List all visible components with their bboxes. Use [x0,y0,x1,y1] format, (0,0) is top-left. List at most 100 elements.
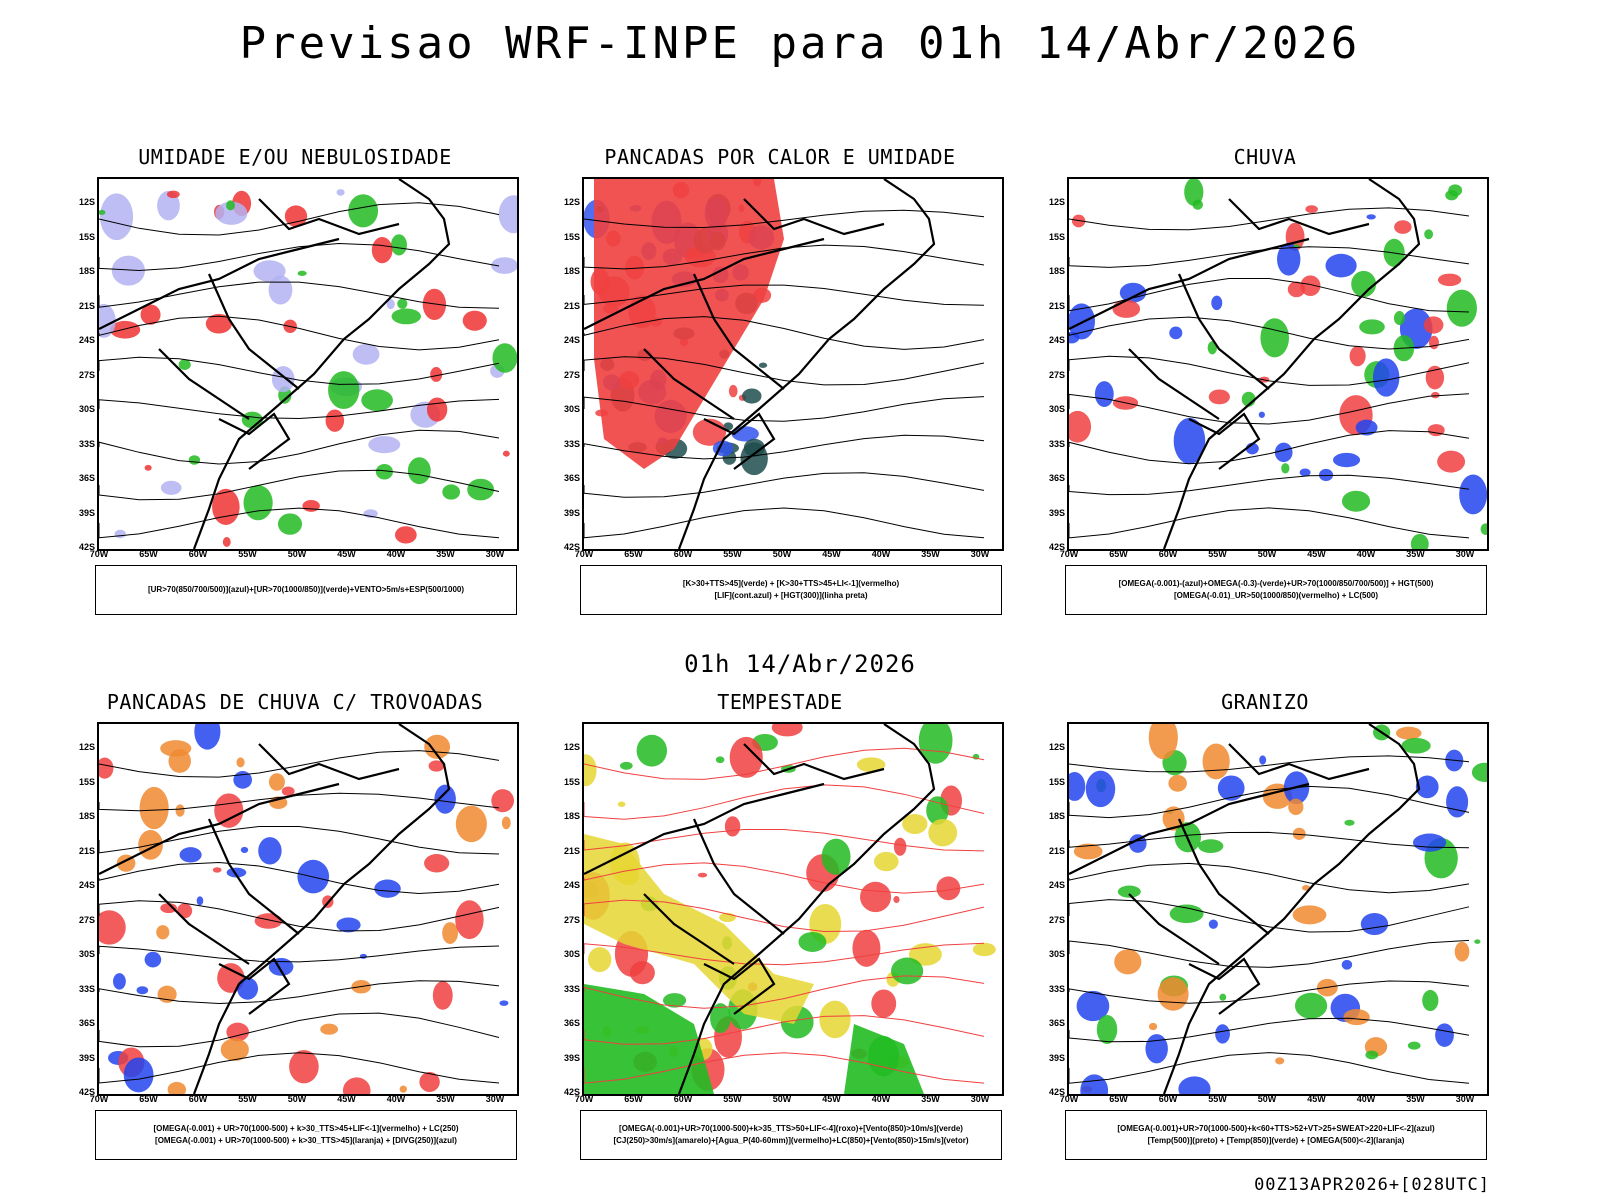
field-blob [1258,411,1265,418]
lat-tick-label: 15S [78,231,95,242]
field-blob [1431,391,1440,399]
panel-chuva[interactable]: CHUVA [OMEGA(-0.001)-(azul)+OMEGA(-0.3)-… [1045,145,1545,625]
lat-tick-label: 21S [1048,300,1065,311]
lon-tick-label: 40W [1356,1094,1376,1104]
lon-tick-label: 50W [287,1094,307,1104]
field-blob [1435,1023,1454,1047]
field-blob [1119,282,1147,303]
lat-tick-label: 12S [1048,197,1065,207]
field-blob [375,464,393,480]
field-blob [926,796,949,825]
panel-umidade[interactable]: UMIDADE E/OU NEBULOSIDADE [UR>70(850/700… [75,145,575,625]
lon-tick-label: 60W [1158,549,1178,559]
field-blob [374,879,401,898]
field-blob [100,193,134,241]
map-umidade[interactable] [97,177,519,551]
boundary-line [1128,348,1220,420]
lat-tick-label: 33S [563,983,580,994]
map-canvas [99,724,515,1094]
forecast-time-label: 01h 14/Abr/2026 [684,650,916,678]
panel-pancadas-calor[interactable]: PANCADAS POR CALOR E UMIDADE [K>30+TTS>4… [560,145,1060,625]
lat-tick-label: 36S [78,473,95,483]
lon-tick-label: 35W [436,549,455,559]
map-granizo[interactable] [1067,722,1489,1096]
field-blob [342,1077,371,1094]
field-blob [139,786,169,830]
field-blob [424,854,450,873]
field-blob [455,900,484,940]
lon-tick-label: 45W [1307,549,1326,559]
field-blob [1428,335,1439,350]
legend-line-1: [UR>70(850/700/500)](azul)+[UR>70(1000/8… [147,585,465,594]
contour-line [1069,207,1470,231]
field-blob [662,993,687,1008]
field-blob [1076,990,1110,1022]
field-blob [584,754,597,787]
map-pancadas-calor[interactable] [582,177,1004,551]
lon-tick-label: 50W [772,549,792,559]
field-blob [893,896,900,903]
lat-tick-label: 18S [563,811,580,821]
panel-granizo[interactable]: GRANIZO [OMEGA(-0.001)+UR>70(1000-500)+k… [1045,690,1545,1170]
lat-tick-label: 33S [1048,983,1065,994]
map-trovoadas[interactable] [97,722,519,1096]
field-blob [352,343,380,365]
contour-line [99,945,500,963]
lat-tick-label: 39S [1048,507,1065,518]
field-blob [1325,253,1357,278]
map-canvas [1069,724,1487,1094]
contour-line [99,980,500,1005]
field-blob [222,536,231,547]
contour-line [584,434,985,460]
field-blob [419,1071,440,1092]
field-blob [1277,242,1301,276]
lat-tick-label: 42S [563,542,580,552]
field-blob [1148,1022,1158,1031]
field-blob [1145,1034,1168,1064]
lat-tick-label: 36S [1048,473,1065,483]
panel-legend: [UR>70(850/700/500)](azul)+[UR>70(1000/8… [95,565,517,615]
panel-tempestade[interactable]: TEMPESTADE [OMEGA(-0.001)+UR>70(1000-500… [560,690,1060,1170]
lon-tick-label: 55W [723,1094,742,1104]
wind-area [844,1024,924,1094]
field-blob [588,947,612,973]
contour-line [99,429,500,465]
field-blob [1415,775,1439,799]
field-blob [1148,724,1178,760]
lon-tick-label: 40W [1356,549,1376,559]
lon-tick-label: 65W [624,549,643,559]
field-blob [1073,843,1103,860]
lat-tick-label: 30S [563,404,580,414]
lon-tick-label: 70W [89,1094,109,1104]
jet-area [584,834,814,1024]
lon-tick-label: 60W [673,1094,693,1104]
field-blob [1202,743,1230,780]
boundary-line [1128,893,1220,965]
contour-line [584,899,985,933]
panel-title: GRANIZO [1221,690,1309,714]
contour-line [99,1012,500,1048]
lat-tick-label: 21S [563,300,580,311]
field-blob [268,773,285,791]
lat-tick-label: 12S [1048,742,1065,752]
map-tempestade[interactable] [582,722,1004,1096]
field-blob [205,313,232,334]
field-blob [1446,786,1469,818]
legend-line-2: [CJ(250)>30m/s](amarelo)+[Agua_P(40-60mm… [613,1136,969,1145]
map-chuva[interactable] [1067,177,1489,551]
lon-tick-label: 70W [574,549,594,559]
lat-tick-label: 36S [78,1018,95,1028]
lon-tick-label: 50W [1257,549,1277,559]
lon-tick-label: 70W [89,549,109,559]
panel-trovoadas[interactable]: PANCADAS DE CHUVA C/ TROVOADAS [OMEGA(-0… [75,690,575,1170]
field-blob [281,786,295,797]
lon-tick-label: 70W [1059,549,1079,559]
boundary-line [1177,273,1270,390]
field-blob [742,388,762,404]
boundary-line [158,893,250,965]
map-canvas [99,179,517,549]
boundary-line [643,893,735,965]
boundary-line [1228,743,1370,781]
field-blob [144,464,152,471]
legend-line-2: [Temp(500)](preto) + [Temp(850)](verde) … [1147,1136,1405,1145]
